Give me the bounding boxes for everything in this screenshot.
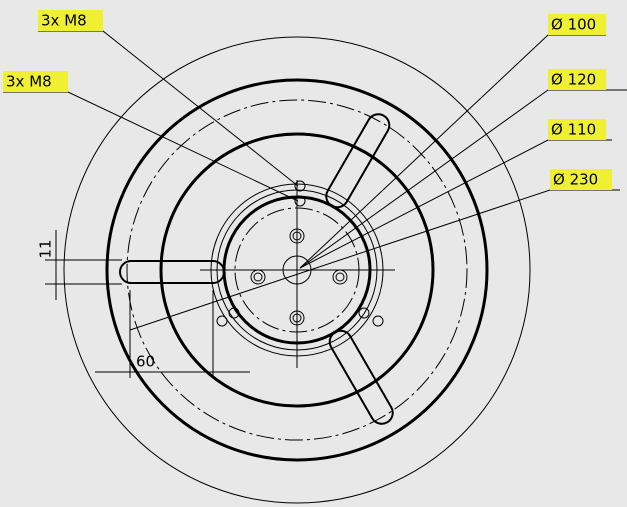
callout-label: 3x M8 — [6, 73, 52, 91]
slots — [119, 113, 394, 425]
callout-label: Ø 110 — [551, 121, 596, 139]
callout-label: Ø 100 — [551, 16, 596, 34]
holes — [216, 180, 384, 327]
callout-tags — [3, 10, 612, 190]
dimension-label: 11 — [37, 239, 55, 258]
callout-label: 3x M8 — [41, 12, 87, 30]
part-outline — [63, 36, 531, 504]
callout-label: Ø 120 — [551, 71, 596, 89]
dimension-label: 60 — [136, 353, 155, 371]
callout-label: Ø 230 — [553, 171, 598, 189]
